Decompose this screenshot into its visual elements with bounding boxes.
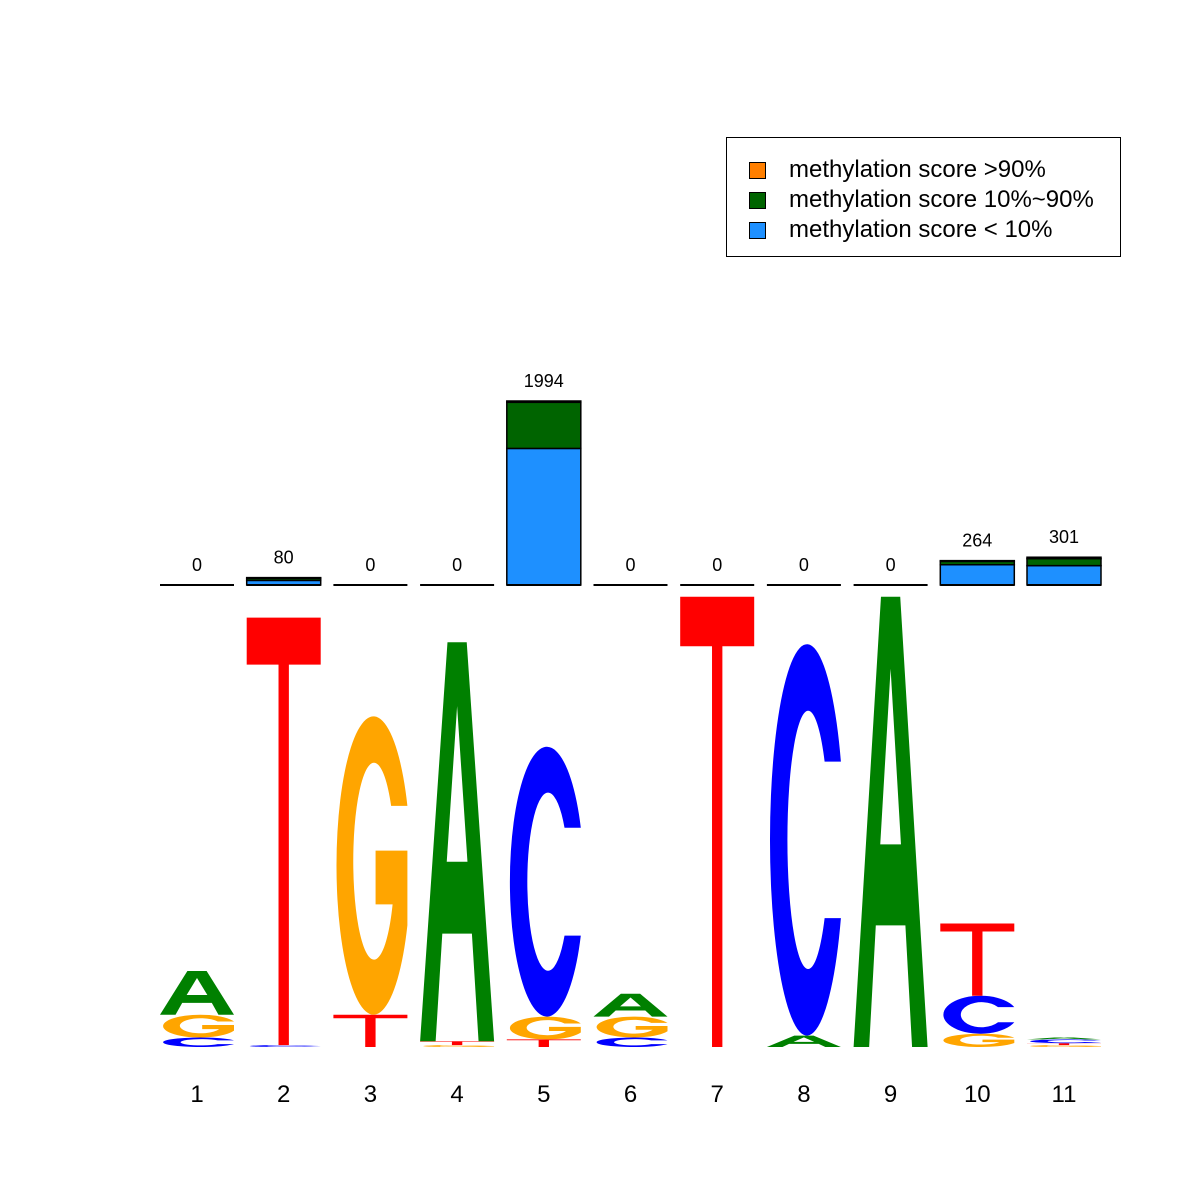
- logo-letter-G-pos4: [423, 1045, 495, 1047]
- position-label-11: 11: [1052, 1081, 1077, 1108]
- logo-letter-A-pos8: [766, 1035, 841, 1047]
- logo-letter-G-pos5: [509, 1016, 581, 1040]
- logo-letter-G-pos6: [596, 1016, 668, 1038]
- bar-segment-pos5-series0: [506, 447, 582, 586]
- logo-letter-A-pos11: [1027, 1037, 1101, 1040]
- bar-count-label-pos5: 1994: [524, 371, 564, 391]
- bar-count-label-pos10: 264: [962, 531, 992, 551]
- logo-letter-G-pos3: [336, 716, 408, 1015]
- logo-letter-T-pos11: [1027, 1043, 1101, 1046]
- logo-letter-T-pos5: [506, 1039, 581, 1047]
- logo-letter-A-pos6: [593, 993, 668, 1017]
- bar-count-label-pos1: 0: [192, 555, 202, 575]
- logo-letter-T-pos7: [680, 596, 755, 1047]
- legend-swatch-high: [749, 161, 766, 179]
- bar-segment-pos5-series2: [506, 400, 582, 404]
- logo-letter-G-pos1: [163, 1014, 234, 1038]
- bar-count-label-pos2: 80: [274, 548, 294, 568]
- legend-swatch-low: [749, 221, 766, 239]
- legend-swatch-mid: [749, 191, 766, 209]
- bar-segment-pos10-series2: [939, 559, 1016, 563]
- bar-count-label-pos8: 0: [799, 555, 809, 575]
- bar-segment-pos5-series1: [506, 401, 582, 450]
- logo-letter-A-pos9: [853, 596, 928, 1047]
- bar-count-label-pos3: 0: [365, 555, 375, 575]
- bar-segment-pos2-series2: [245, 576, 322, 580]
- legend-label-low: methylation score < 10%: [789, 216, 1053, 243]
- logo-letter-C-pos2: [249, 1045, 321, 1047]
- legend: methylation score >90% methylation score…: [726, 137, 1121, 257]
- legend-label-high: methylation score >90%: [789, 156, 1046, 183]
- position-label-10: 10: [964, 1081, 991, 1108]
- bar-count-label-pos9: 0: [886, 555, 896, 575]
- logo-letter-T-pos3: [333, 1014, 408, 1047]
- bar-segment-pos10-series0: [939, 563, 1016, 586]
- bar-segment-pos11-series2: [1026, 556, 1102, 560]
- logo-letter-C-pos5: [509, 746, 581, 1017]
- legend-item-mid: methylation score 10%~90%: [749, 186, 1094, 213]
- bar-count-label-pos7: 0: [712, 555, 722, 575]
- legend-item-low: methylation score < 10%: [749, 216, 1053, 243]
- bar-segment-pos11-series0: [1026, 564, 1102, 586]
- position-label-2: 2: [277, 1081, 290, 1108]
- position-label-1: 1: [190, 1081, 203, 1108]
- logo-letter-C-pos8: [769, 644, 841, 1036]
- logo-letter-A-pos1: [160, 971, 234, 1015]
- bar-count-label-pos11: 301: [1049, 527, 1079, 547]
- position-label-6: 6: [624, 1081, 637, 1108]
- logo-letter-T-pos10: [940, 923, 1015, 996]
- position-label-8: 8: [797, 1081, 810, 1108]
- position-label-9: 9: [884, 1081, 897, 1108]
- logo-letter-G-pos11: [1030, 1045, 1101, 1047]
- position-label-3: 3: [364, 1081, 377, 1108]
- position-label-7: 7: [711, 1081, 724, 1108]
- logo-letter-C-pos1: [163, 1037, 234, 1047]
- legend-item-high: methylation score >90%: [749, 156, 1046, 183]
- position-label-5: 5: [537, 1081, 550, 1108]
- logo-letter-T-pos2: [246, 617, 321, 1046]
- logo-letter-C-pos10: [943, 995, 1015, 1034]
- logo-letter-T-pos4: [420, 1041, 495, 1046]
- logo-letter-A-pos4: [420, 642, 495, 1042]
- logo-letter-G-pos10: [943, 1033, 1015, 1047]
- bar-count-label-pos4: 0: [452, 555, 462, 575]
- bar-segment-pos11-series1: [1026, 557, 1102, 567]
- legend-label-mid: methylation score 10%~90%: [789, 186, 1094, 213]
- bar-count-label-pos6: 0: [625, 555, 635, 575]
- logo-letter-C-pos6: [596, 1037, 668, 1047]
- position-label-4: 4: [450, 1081, 463, 1108]
- logo-letter-C-pos11: [1030, 1039, 1101, 1044]
